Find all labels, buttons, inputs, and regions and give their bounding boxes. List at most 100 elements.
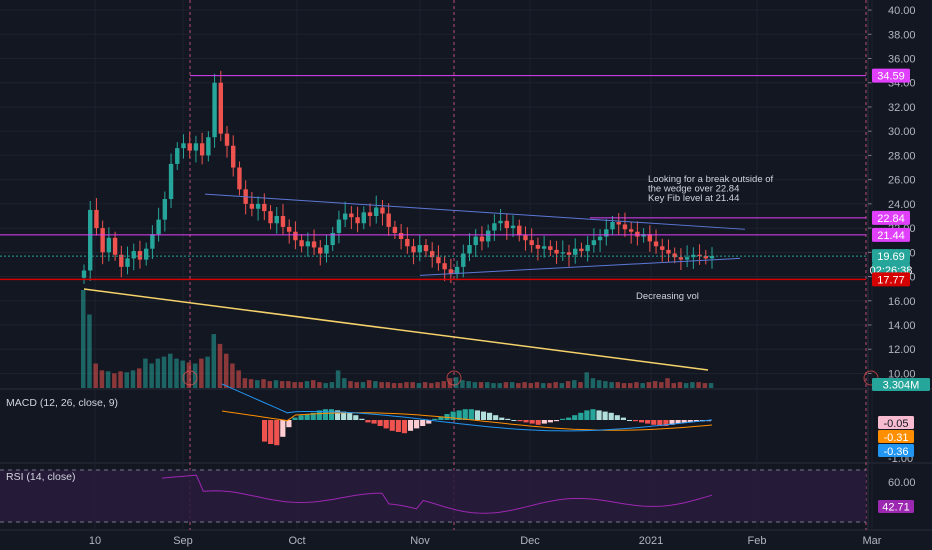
volume-bar (621, 383, 627, 388)
rsi-y-tick-label: 60.00 (888, 477, 916, 489)
volume-badge (872, 378, 930, 391)
macd-histogram-bar (407, 420, 414, 431)
earnings-event-icon[interactable] (182, 370, 198, 386)
candle-body (703, 255, 708, 259)
macd-histogram-bar (450, 411, 456, 420)
volume-bar (683, 383, 689, 388)
candle-body (504, 220, 510, 229)
volume-bar (298, 382, 304, 388)
x-tick-label: Sep (173, 535, 193, 547)
candle-body (405, 239, 410, 247)
candle-body (597, 236, 603, 241)
macd-histogram-bar (681, 420, 687, 423)
macd-histogram-bar (639, 420, 645, 423)
macd-histogram-bar (268, 420, 274, 444)
macd-title-label: MACD (12, 26, close, 9) (6, 397, 119, 409)
macd-histogram-bar (584, 410, 590, 420)
candle-body (510, 225, 516, 229)
candle-body (274, 215, 279, 224)
volume-bar (180, 360, 185, 388)
volume-bar (385, 382, 391, 388)
candle-body (280, 215, 286, 227)
volume-bar (105, 371, 111, 388)
volume-bar (466, 381, 471, 388)
candle-body (193, 143, 199, 151)
volume-bar (354, 382, 359, 388)
volume-bar (435, 382, 440, 388)
candle-body (585, 245, 590, 252)
macd-histogram-bar (602, 411, 608, 420)
volume-bar (255, 380, 260, 388)
x-tick-label: Feb (748, 535, 767, 547)
rsi-title-label: RSI (14, close) (6, 471, 76, 483)
volume-bar (702, 383, 708, 388)
rsi-title[interactable]: RSI (14, close) (6, 471, 75, 483)
candle-body (212, 82, 217, 138)
y-tick-label: 26.00 (888, 175, 916, 187)
volume-bar (634, 382, 639, 388)
volume-bar (267, 381, 272, 388)
volume-bar (627, 383, 633, 388)
volume-badge-label: 3.304M (883, 380, 920, 392)
volume-bar (242, 378, 248, 388)
candle-body (237, 167, 242, 190)
volume-bar (261, 379, 266, 388)
macd-badge (878, 416, 914, 429)
volume-bar (491, 383, 496, 388)
volume-bar (168, 353, 173, 388)
price-badge (872, 272, 910, 287)
macd-histogram-bar (377, 420, 383, 426)
volume-bar (143, 358, 148, 388)
candle-body (268, 211, 273, 224)
candle-body (187, 143, 192, 151)
candle-body (330, 232, 335, 246)
volume-bar (659, 382, 664, 388)
candle-body (175, 148, 180, 164)
x-tick-label: 2021 (639, 535, 663, 547)
volume-bar (292, 382, 297, 388)
volume-bar (161, 356, 167, 388)
macd-histogram-bar (553, 420, 560, 422)
candle-body (318, 247, 323, 254)
macd-histogram-bar (383, 420, 389, 429)
macd-histogram-bar (456, 410, 462, 420)
macd-title[interactable]: MACD (12, 26, close, 9) (6, 397, 118, 409)
candle-body (566, 252, 572, 255)
wedge-annotation-line: Key Fib level at 21.44 (648, 193, 739, 204)
x-tick-label: Oct (288, 535, 305, 547)
wedge-annotation-line: Looking for a break outside of (648, 174, 774, 185)
volume-bar (652, 381, 658, 388)
volume-bar (447, 378, 453, 388)
wedge-lower-trendline (419, 257, 741, 276)
candle-body (498, 220, 503, 224)
volume-bar (199, 358, 204, 388)
candle-body (137, 251, 143, 260)
volume-bar (373, 381, 378, 388)
volume-bar (534, 382, 540, 388)
candle-body (231, 145, 236, 168)
price-badge-label: 17.77 (877, 274, 905, 286)
macd-histogram-bar (365, 420, 371, 423)
volume-bar (211, 334, 217, 388)
volume-bar (528, 383, 534, 388)
candle-body (199, 143, 205, 156)
candle-body (429, 251, 435, 258)
candle-body (635, 231, 640, 237)
candle-body (697, 254, 702, 256)
macd-histogram-bar (626, 420, 633, 421)
candle-body (324, 245, 329, 254)
macd-histogram-bar (426, 420, 432, 424)
price-badge-label: 19.69 (877, 251, 905, 263)
candle-body (647, 234, 653, 242)
earnings-event-icon[interactable] (446, 370, 462, 386)
volume-bar (217, 343, 223, 388)
candle-body (299, 240, 304, 247)
candle-body (548, 246, 553, 250)
candle-body (374, 207, 379, 216)
candle-body (392, 226, 398, 233)
candle-body (684, 257, 690, 260)
x-tick-label: Dec (520, 535, 540, 547)
macd-histogram-bar (675, 420, 681, 424)
macd-histogram-bar (566, 417, 572, 420)
